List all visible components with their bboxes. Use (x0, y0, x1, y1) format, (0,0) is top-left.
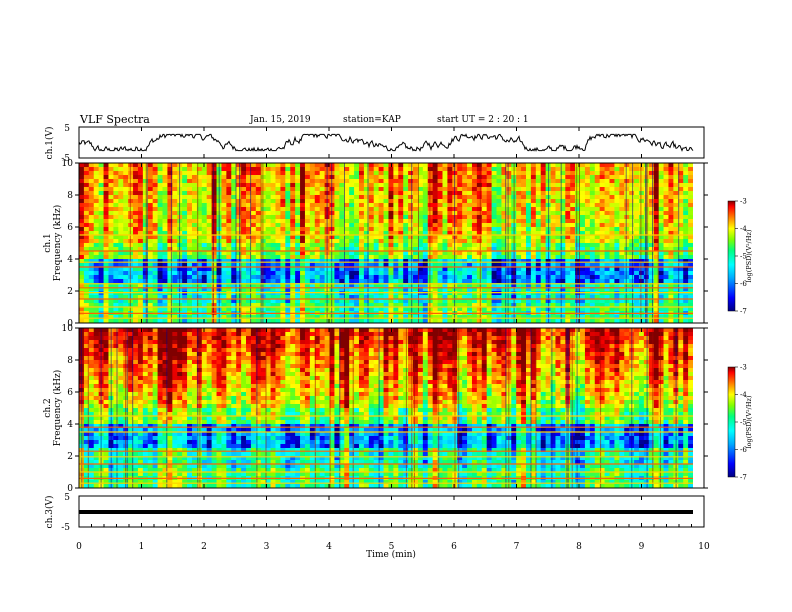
ch3-waveform-panel: 5 -5 ch.3(V) (44, 493, 705, 533)
ch2-cb-tick-label-4: -7 (740, 474, 747, 482)
ch1-waveform-ylabel: ch.1(V) (44, 127, 55, 160)
ch1-cb-tick-label-3: -6 (740, 280, 747, 288)
xtick-label-9: 9 (639, 542, 645, 552)
xtick-label-0: 0 (76, 542, 82, 552)
ch3-waveform-ylabel: ch.3(V) (44, 496, 55, 529)
xtick-label-2: 2 (201, 542, 207, 552)
ch1-spectrogram-channel-label: ch.1 (43, 233, 53, 252)
ch2-ytick-label-0: 0 (67, 484, 73, 494)
ch1-cb-tick-label-2: -5 (740, 253, 747, 261)
ch1-waveform-frame (78, 126, 705, 159)
ch1-ytick-bottom: -5 (61, 154, 70, 164)
ch1-cb-tick-label-0: -3 (740, 198, 747, 206)
ch1-ytick-label-5: 10 (62, 159, 74, 169)
ch3-ytick-bottom: -5 (61, 523, 70, 533)
ch1-ytick-label-2: 4 (67, 255, 73, 265)
xtick-label-8: 8 (576, 542, 582, 552)
xtick-label-5: 5 (389, 542, 395, 552)
ch2-ytick-label-3: 6 (67, 388, 73, 398)
xtick-label-1: 1 (139, 542, 145, 552)
time-axis-label: Time (min) (366, 549, 416, 560)
header-station: station=KAP (343, 115, 401, 125)
ch2-cb-tick-label-3: -6 (740, 446, 747, 454)
ch2-colorbar-label: log(PSD)(V²/Hz) (745, 395, 753, 448)
ch2-colorbar (727, 366, 736, 478)
ch2-ytick-label-1: 2 (67, 452, 73, 462)
ch3-ytick-top: 5 (64, 493, 70, 503)
ch1-ytick-label-4: 8 (67, 191, 73, 201)
ch2-ytick-label-4: 8 (67, 356, 73, 366)
xtick-label-6: 6 (451, 542, 457, 552)
ch1-ytick-top: 5 (64, 124, 70, 134)
xtick-label-7: 7 (514, 542, 520, 552)
ch1-colorbar-label: log(PSD)(V²/Hz) (745, 229, 753, 282)
ch1-ytick-label-3: 6 (67, 223, 73, 233)
ch1-ytick-label-0: 0 (67, 319, 73, 329)
ch2-cb-tick-label-1: -4 (740, 391, 747, 399)
xtick-label-10: 10 (698, 542, 710, 552)
ch1-cb-tick-label-1: -4 (740, 225, 747, 233)
xtick-label-3: 3 (264, 542, 270, 552)
ch1-waveform-trace (78, 133, 694, 152)
ch2-cb-tick-label-2: -5 (740, 419, 747, 427)
ch2-ytick-label-2: 4 (67, 420, 73, 430)
ch1-ytick-label-1: 2 (67, 287, 73, 297)
ch1-spectrogram-image (79, 163, 704, 324)
figure-title: VLF Spectra (79, 113, 150, 126)
ch1-cb-tick-label-4: -7 (740, 308, 747, 316)
ch2-spectrogram-image (79, 328, 704, 489)
ch1-waveform-panel: 5 -5 ch.1(V) (44, 124, 705, 164)
xtick-label-4: 4 (326, 542, 332, 552)
ch2-cb-tick-label-0: -3 (740, 364, 747, 372)
time-axis: 0 1 2 3 4 5 6 7 8 9 10 (76, 127, 710, 552)
ch1-spectrogram-ylabel: Frequency (kHz) (52, 205, 63, 282)
header-date: Jan. 15, 2019 (249, 115, 311, 125)
ch2-spectrogram-ylabel: Frequency (kHz) (52, 370, 63, 447)
ch2-spectrogram-channel-label: ch.2 (43, 398, 53, 417)
ch1-colorbar (727, 200, 736, 312)
header-start-time: start UT = 2 : 20 : 1 (437, 115, 529, 125)
ch2-ytick-label-5: 10 (62, 324, 74, 334)
